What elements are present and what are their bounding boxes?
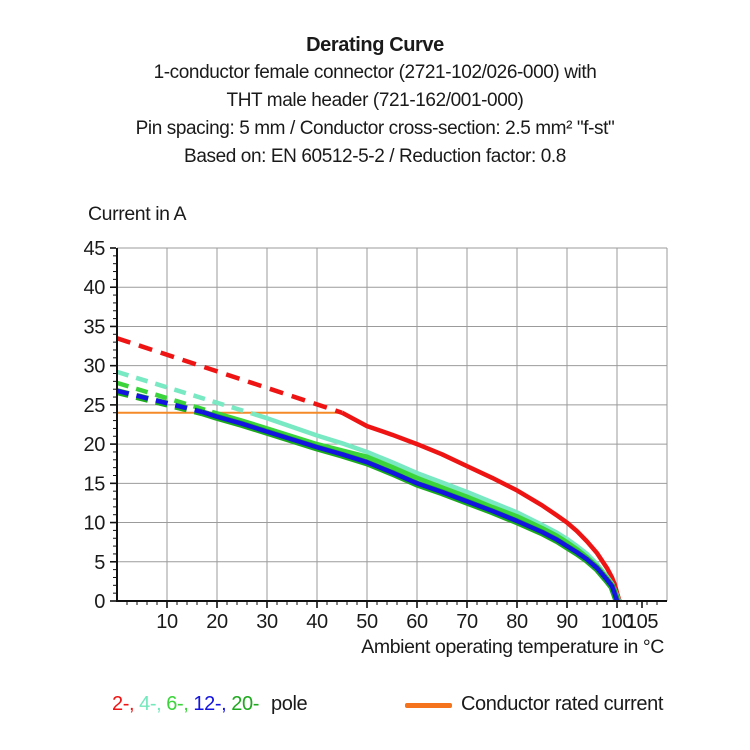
svg-text:30: 30 <box>84 356 106 378</box>
series-12-pole-solid <box>201 409 620 602</box>
series-6-pole-solid <box>211 409 621 602</box>
y-tick-labels: 0 5 10 15 20 25 30 35 40 45 <box>84 238 106 613</box>
series-12-pole-dashed <box>116 388 203 415</box>
subtitle-line-4: Based on: EN 60512-5-2 / Reduction facto… <box>184 146 566 167</box>
svg-text:40: 40 <box>306 611 328 633</box>
svg-text:30: 30 <box>256 611 278 633</box>
series-2-pole-dashed <box>116 336 343 415</box>
svg-text:20: 20 <box>206 611 228 633</box>
svg-text:25: 25 <box>84 395 106 417</box>
rated-current-swatch <box>405 703 452 708</box>
x-axis-title: Ambient operating temperature in °C <box>361 636 664 658</box>
legend-pole-suffix: pole <box>271 693 308 715</box>
title-block: Derating Curve 1-conductor female connec… <box>0 31 750 171</box>
svg-text:10: 10 <box>84 513 106 535</box>
legend-poles: 2-, 4-, 6-, 12-, 20- pole <box>112 693 308 716</box>
svg-text:80: 80 <box>506 611 528 633</box>
svg-text:10: 10 <box>156 611 178 633</box>
svg-text:35: 35 <box>84 316 106 338</box>
svg-text:50: 50 <box>356 611 378 633</box>
axes <box>116 248 667 602</box>
legend-item-20-pole: 20- <box>231 693 260 715</box>
legend: 2-, 4-, 6-, 12-, 20- pole Conductor rated cur… <box>0 691 750 725</box>
svg-text:15: 15 <box>84 473 106 495</box>
series-4-pole-dashed <box>116 369 253 416</box>
grid <box>117 247 668 601</box>
legend-item-6-pole: 6-, <box>166 693 189 715</box>
svg-text:5: 5 <box>94 552 105 574</box>
svg-text:105: 105 <box>626 611 658 633</box>
svg-text:100: 100 <box>601 611 633 633</box>
series-6-pole-dashed <box>116 380 213 415</box>
ticks <box>110 247 658 608</box>
subtitle-line-2: THT male header (721-162/001-000) <box>226 90 524 111</box>
chart-title: Derating Curve <box>306 34 444 56</box>
legend-item-12-pole: 12-, <box>193 693 227 715</box>
svg-text:0: 0 <box>94 591 105 613</box>
svg-text:20: 20 <box>84 434 106 456</box>
series-2-pole-solid <box>340 410 622 602</box>
y-axis-title: Current in A <box>88 203 187 225</box>
svg-text:70: 70 <box>456 611 478 633</box>
curves <box>116 336 622 603</box>
svg-text:40: 40 <box>84 277 106 299</box>
svg-text:90: 90 <box>556 611 578 633</box>
subtitle-line-1: 1-conductor female connector (2721-102/0… <box>153 62 597 83</box>
rated-current-label: Conductor rated current <box>461 693 664 715</box>
legend-item-4-pole: 4-, <box>139 693 162 715</box>
svg-text:45: 45 <box>84 238 106 260</box>
svg-text:60: 60 <box>406 611 428 633</box>
subtitle-line-3: Pin spacing: 5 mm / Conductor cross-sect… <box>135 118 615 139</box>
legend-item-2-pole: 2-, <box>112 693 135 715</box>
